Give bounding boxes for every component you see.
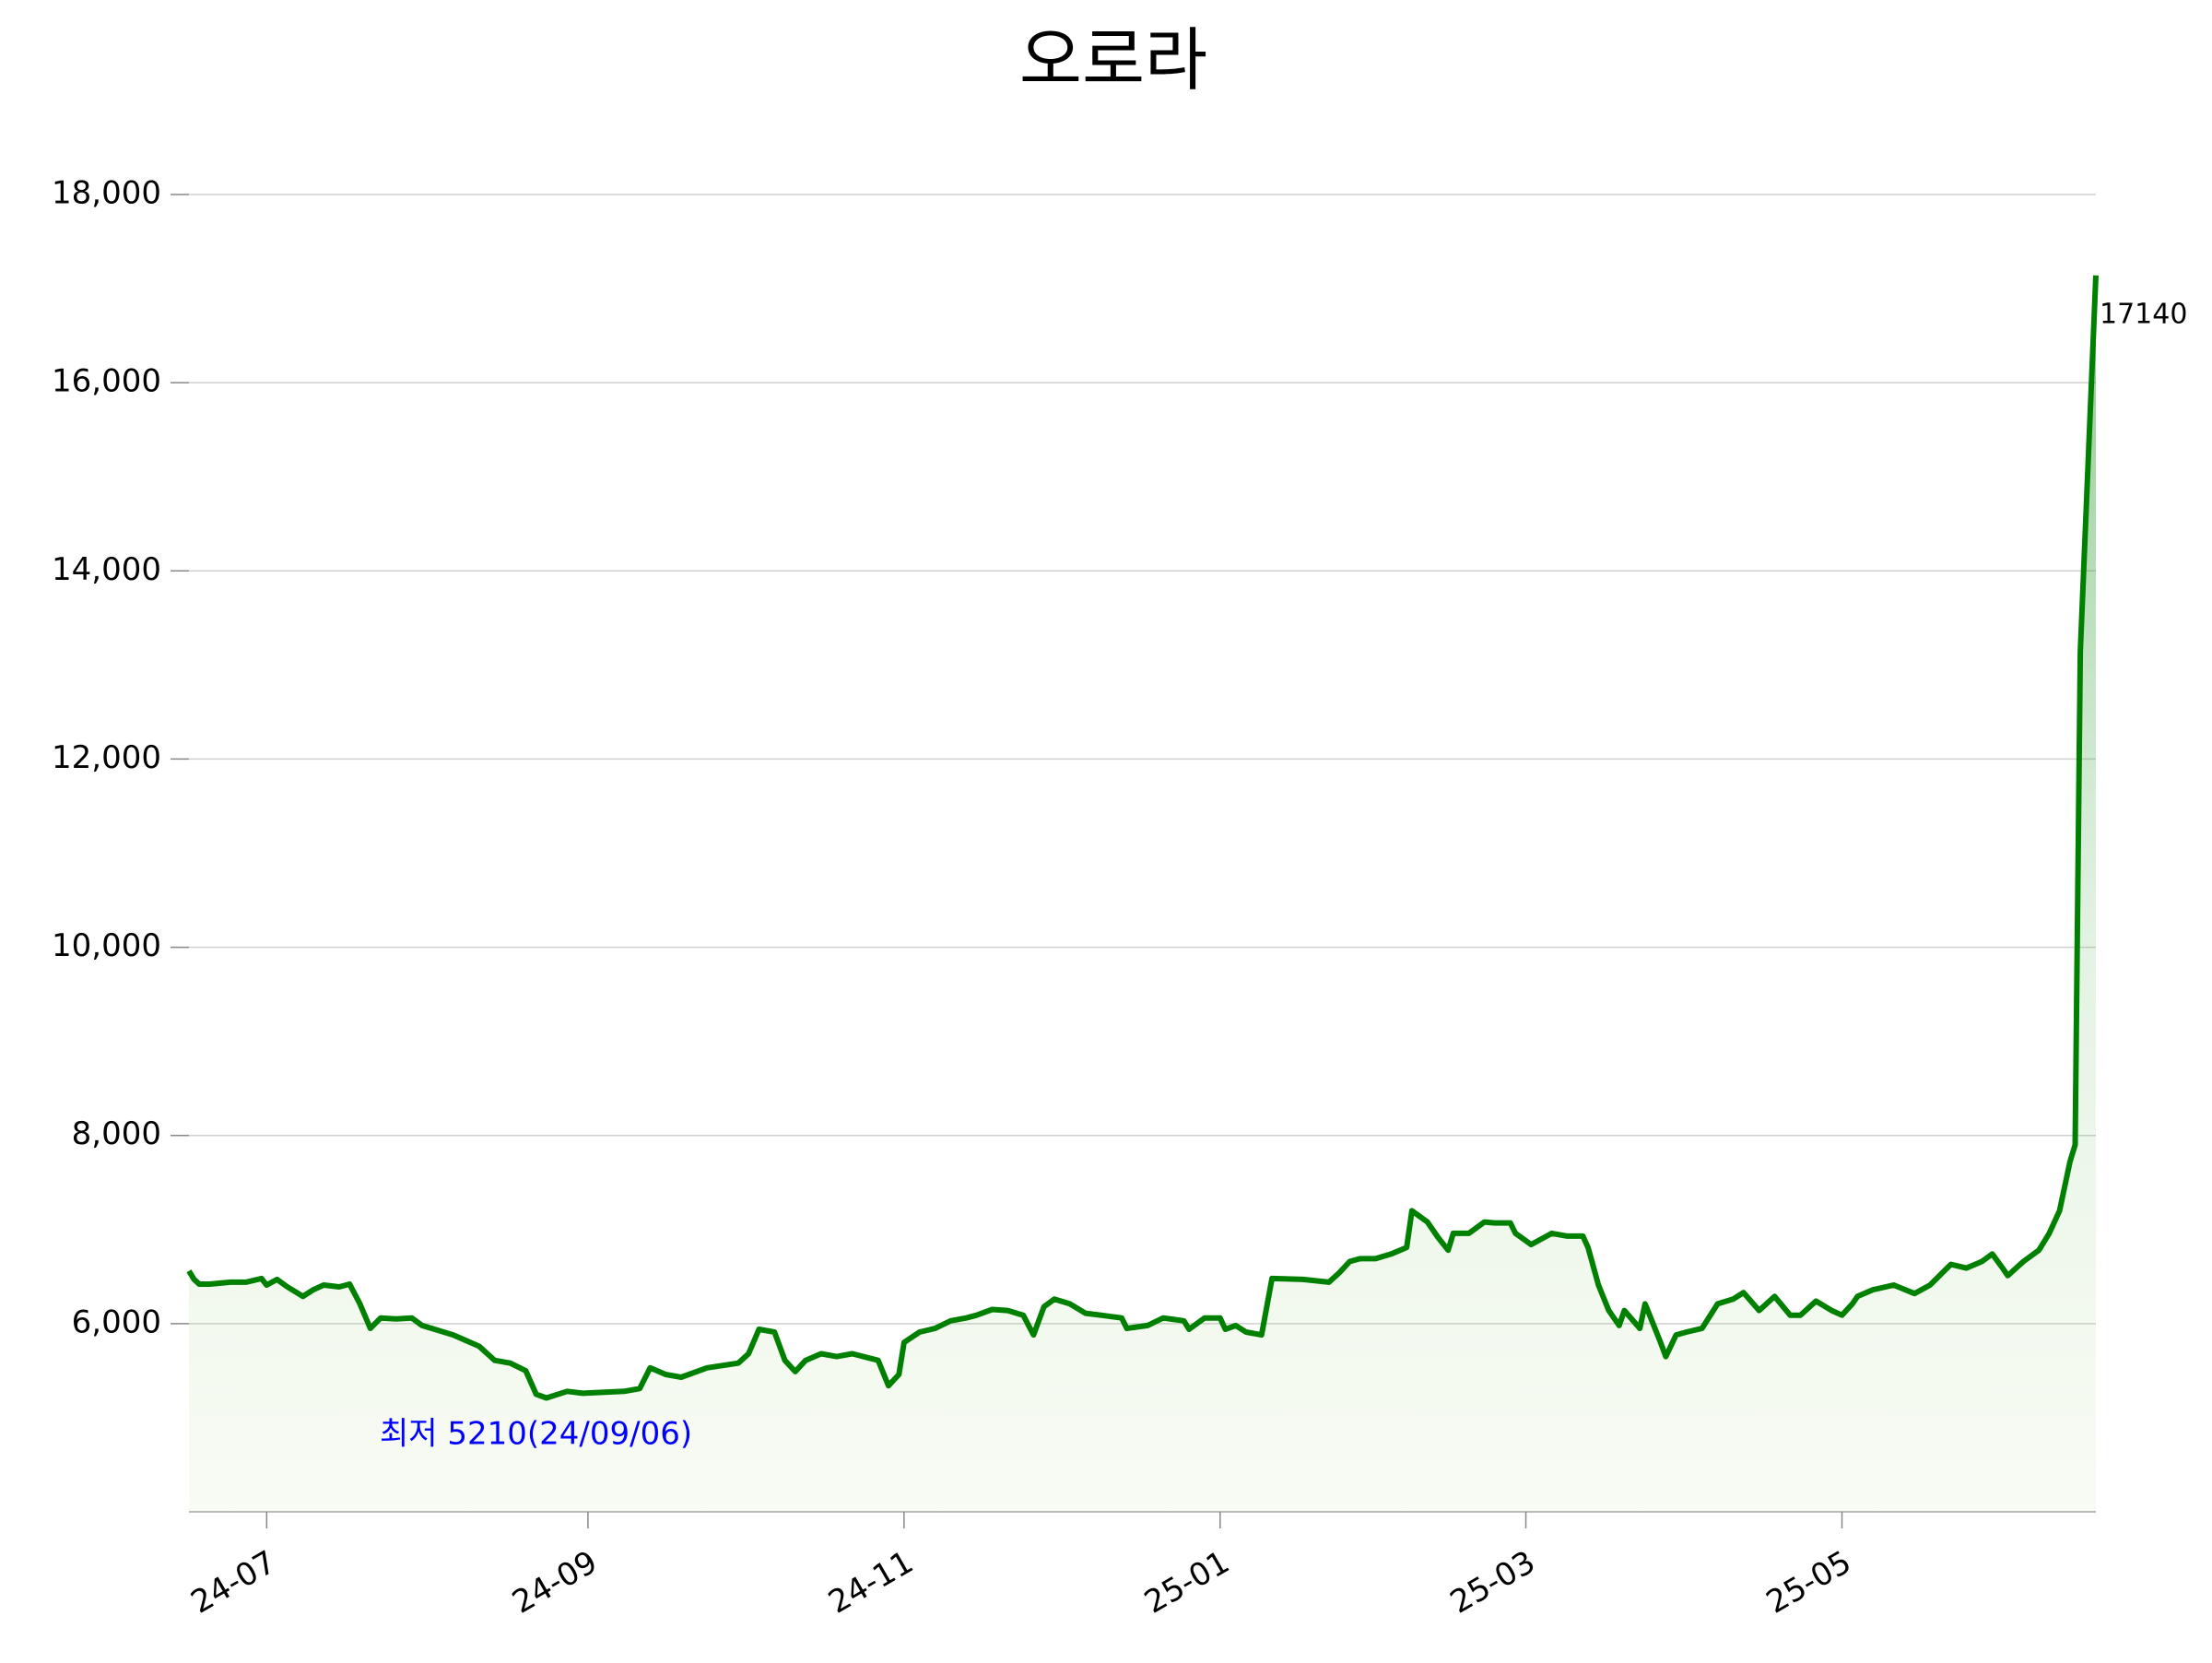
price-line — [186, 275, 2099, 1401]
x-tick-label: 24-11 — [822, 1544, 920, 1622]
x-tick-label: 25-01 — [1138, 1544, 1236, 1622]
x-tick-label: 24-09 — [506, 1544, 604, 1622]
last-value-label: 17140 — [2100, 299, 2187, 331]
x-tick-label: 24-07 — [185, 1544, 283, 1622]
area-fill — [189, 275, 2096, 1512]
y-tick-label: 16,000 — [52, 363, 161, 400]
y-tick-label: 10,000 — [52, 927, 161, 964]
y-tick-label: 8,000 — [72, 1115, 161, 1152]
chart-title: 오로라 — [1019, 21, 1207, 100]
y-tick-label: 12,000 — [52, 739, 161, 776]
y-tick-label: 6,000 — [72, 1303, 161, 1340]
y-tick-label: 14,000 — [52, 551, 161, 588]
y-tick-label: 18,000 — [52, 175, 161, 212]
x-tick-label: 25-05 — [1760, 1544, 1858, 1622]
low-annotation: 최저 5210(24/09/06) — [380, 1416, 692, 1453]
x-tick-label: 25-03 — [1444, 1544, 1542, 1622]
